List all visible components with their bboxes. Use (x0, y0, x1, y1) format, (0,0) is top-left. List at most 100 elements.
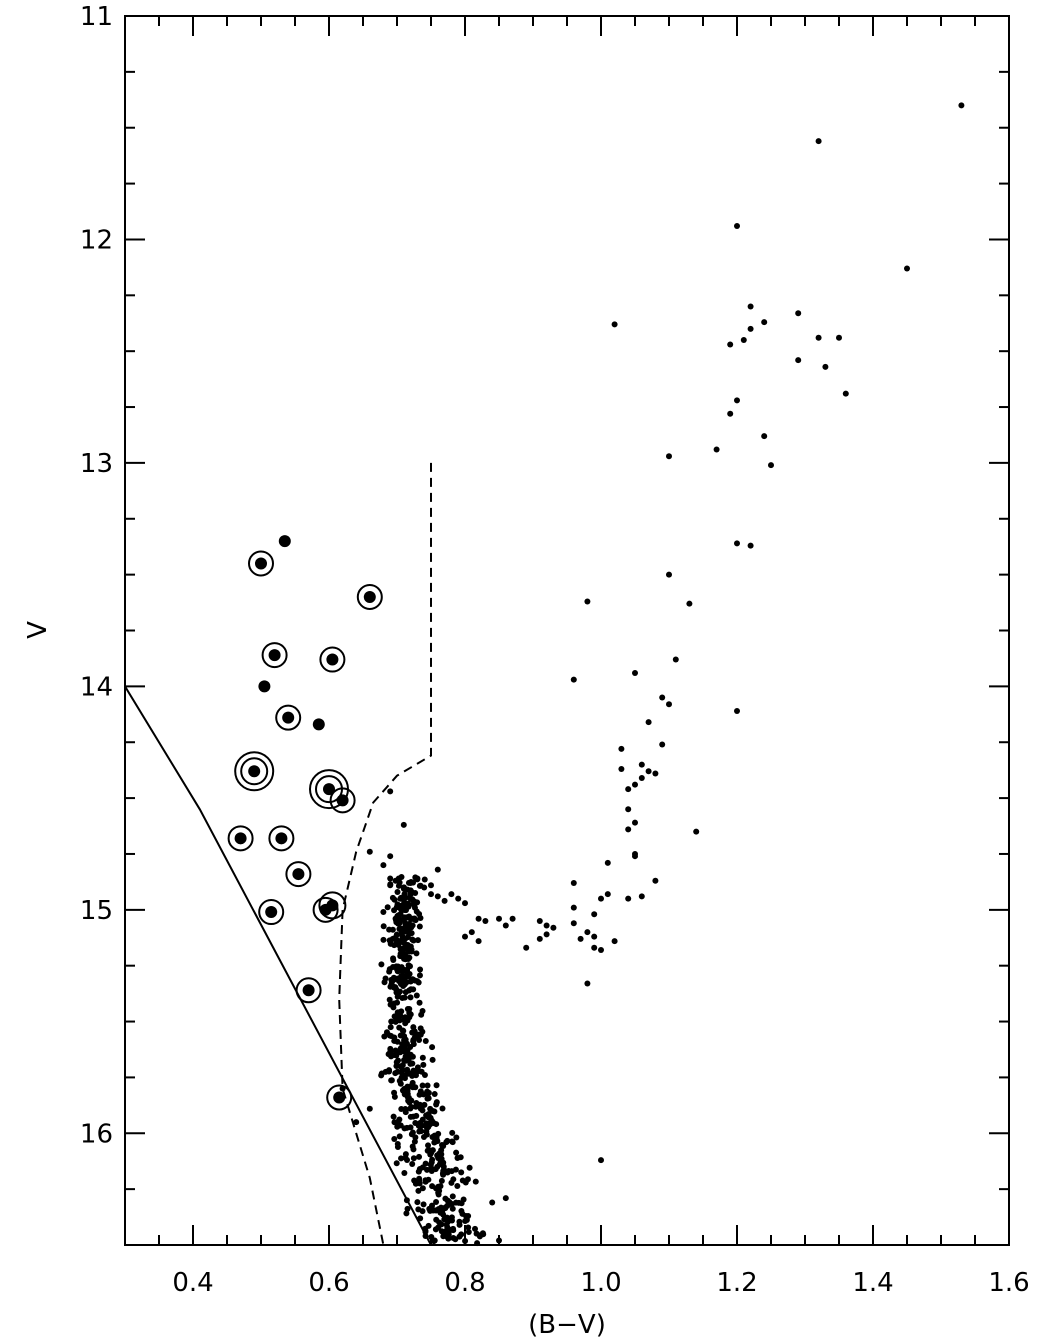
data-point (427, 1161, 434, 1168)
data-point (404, 942, 411, 949)
star-ring (285, 861, 312, 888)
data-point (761, 319, 768, 326)
data-point (429, 1107, 436, 1114)
data-point (536, 917, 543, 924)
star-ring (318, 891, 347, 920)
data-point (429, 1156, 436, 1163)
data-point (410, 1024, 417, 1031)
data-point (815, 334, 822, 341)
data-point (391, 896, 398, 903)
data-point (409, 1161, 416, 1168)
data-point (958, 102, 965, 109)
data-point (400, 821, 407, 828)
data-point (408, 930, 415, 937)
data-point (570, 920, 577, 927)
data-point (740, 337, 747, 344)
data-point (466, 1164, 473, 1171)
data-point (472, 1178, 479, 1185)
data-point (439, 1142, 446, 1149)
data-point (638, 774, 645, 781)
data-point (406, 954, 413, 961)
data-point (405, 962, 412, 969)
data-point (387, 1001, 394, 1008)
data-point (632, 669, 638, 676)
data-point (416, 1103, 423, 1110)
data-point (632, 853, 638, 860)
chart-lines (124, 462, 432, 1246)
data-point (638, 761, 645, 768)
data-point (591, 933, 598, 940)
data-point (393, 986, 400, 993)
double-circled-star-point (323, 783, 335, 796)
data-point (401, 973, 408, 980)
data-point (632, 819, 638, 826)
data-point (417, 966, 424, 973)
data-point (406, 894, 413, 901)
chart-points (227, 102, 965, 1247)
data-point (405, 925, 412, 932)
data-point (428, 1168, 435, 1175)
data-point (413, 1112, 420, 1119)
x-tick-label: 1.6 (988, 1268, 1029, 1298)
data-point (638, 893, 645, 900)
data-point (416, 1153, 423, 1160)
data-point (455, 1199, 462, 1206)
data-point (443, 1139, 450, 1146)
data-point (382, 975, 389, 982)
data-point (434, 866, 441, 873)
data-point (652, 770, 659, 777)
data-point (458, 1207, 465, 1214)
data-point (397, 946, 404, 953)
data-point (448, 1214, 455, 1221)
data-point (734, 223, 740, 230)
data-point (672, 656, 679, 663)
data-point (462, 933, 468, 940)
data-point (496, 1237, 502, 1244)
data-point (415, 1187, 422, 1194)
data-point (598, 1157, 604, 1164)
data-point (604, 859, 611, 866)
data-point (393, 919, 400, 926)
data-point (393, 1160, 400, 1167)
data-point (394, 888, 401, 895)
data-point (378, 961, 385, 968)
data-point (410, 937, 417, 944)
data-point (401, 1075, 408, 1082)
data-point (410, 879, 417, 886)
data-point (734, 540, 740, 547)
star-ring (268, 825, 295, 852)
filled-star-point (312, 718, 325, 731)
data-point (836, 334, 842, 341)
data-point (468, 929, 475, 936)
data-point (417, 1025, 424, 1032)
data-point (414, 876, 421, 883)
data-point (425, 1089, 432, 1096)
data-point (463, 1216, 470, 1223)
data-point (386, 996, 393, 1003)
data-point (435, 1189, 442, 1196)
data-point (465, 1224, 472, 1231)
data-point (465, 1228, 472, 1235)
y-tick-label: 13 (80, 449, 113, 479)
circled-star-point (292, 868, 305, 881)
data-point (422, 1160, 429, 1167)
data-point (386, 968, 393, 975)
data-point (618, 766, 625, 773)
data-point (399, 994, 406, 1001)
data-point (366, 848, 373, 855)
data-point (378, 1072, 385, 1079)
data-point (419, 1082, 426, 1089)
data-point (415, 1168, 422, 1175)
data-point (645, 719, 652, 726)
star-ring-outer (309, 769, 349, 810)
data-point (417, 882, 424, 889)
data-point (458, 1169, 465, 1176)
star-ring (275, 704, 302, 731)
data-point (543, 931, 550, 938)
circled-star-point (282, 711, 295, 724)
data-point (414, 937, 421, 944)
data-point (666, 701, 672, 708)
data-point (404, 1093, 411, 1100)
data-point (448, 1201, 455, 1208)
data-point (416, 923, 423, 930)
